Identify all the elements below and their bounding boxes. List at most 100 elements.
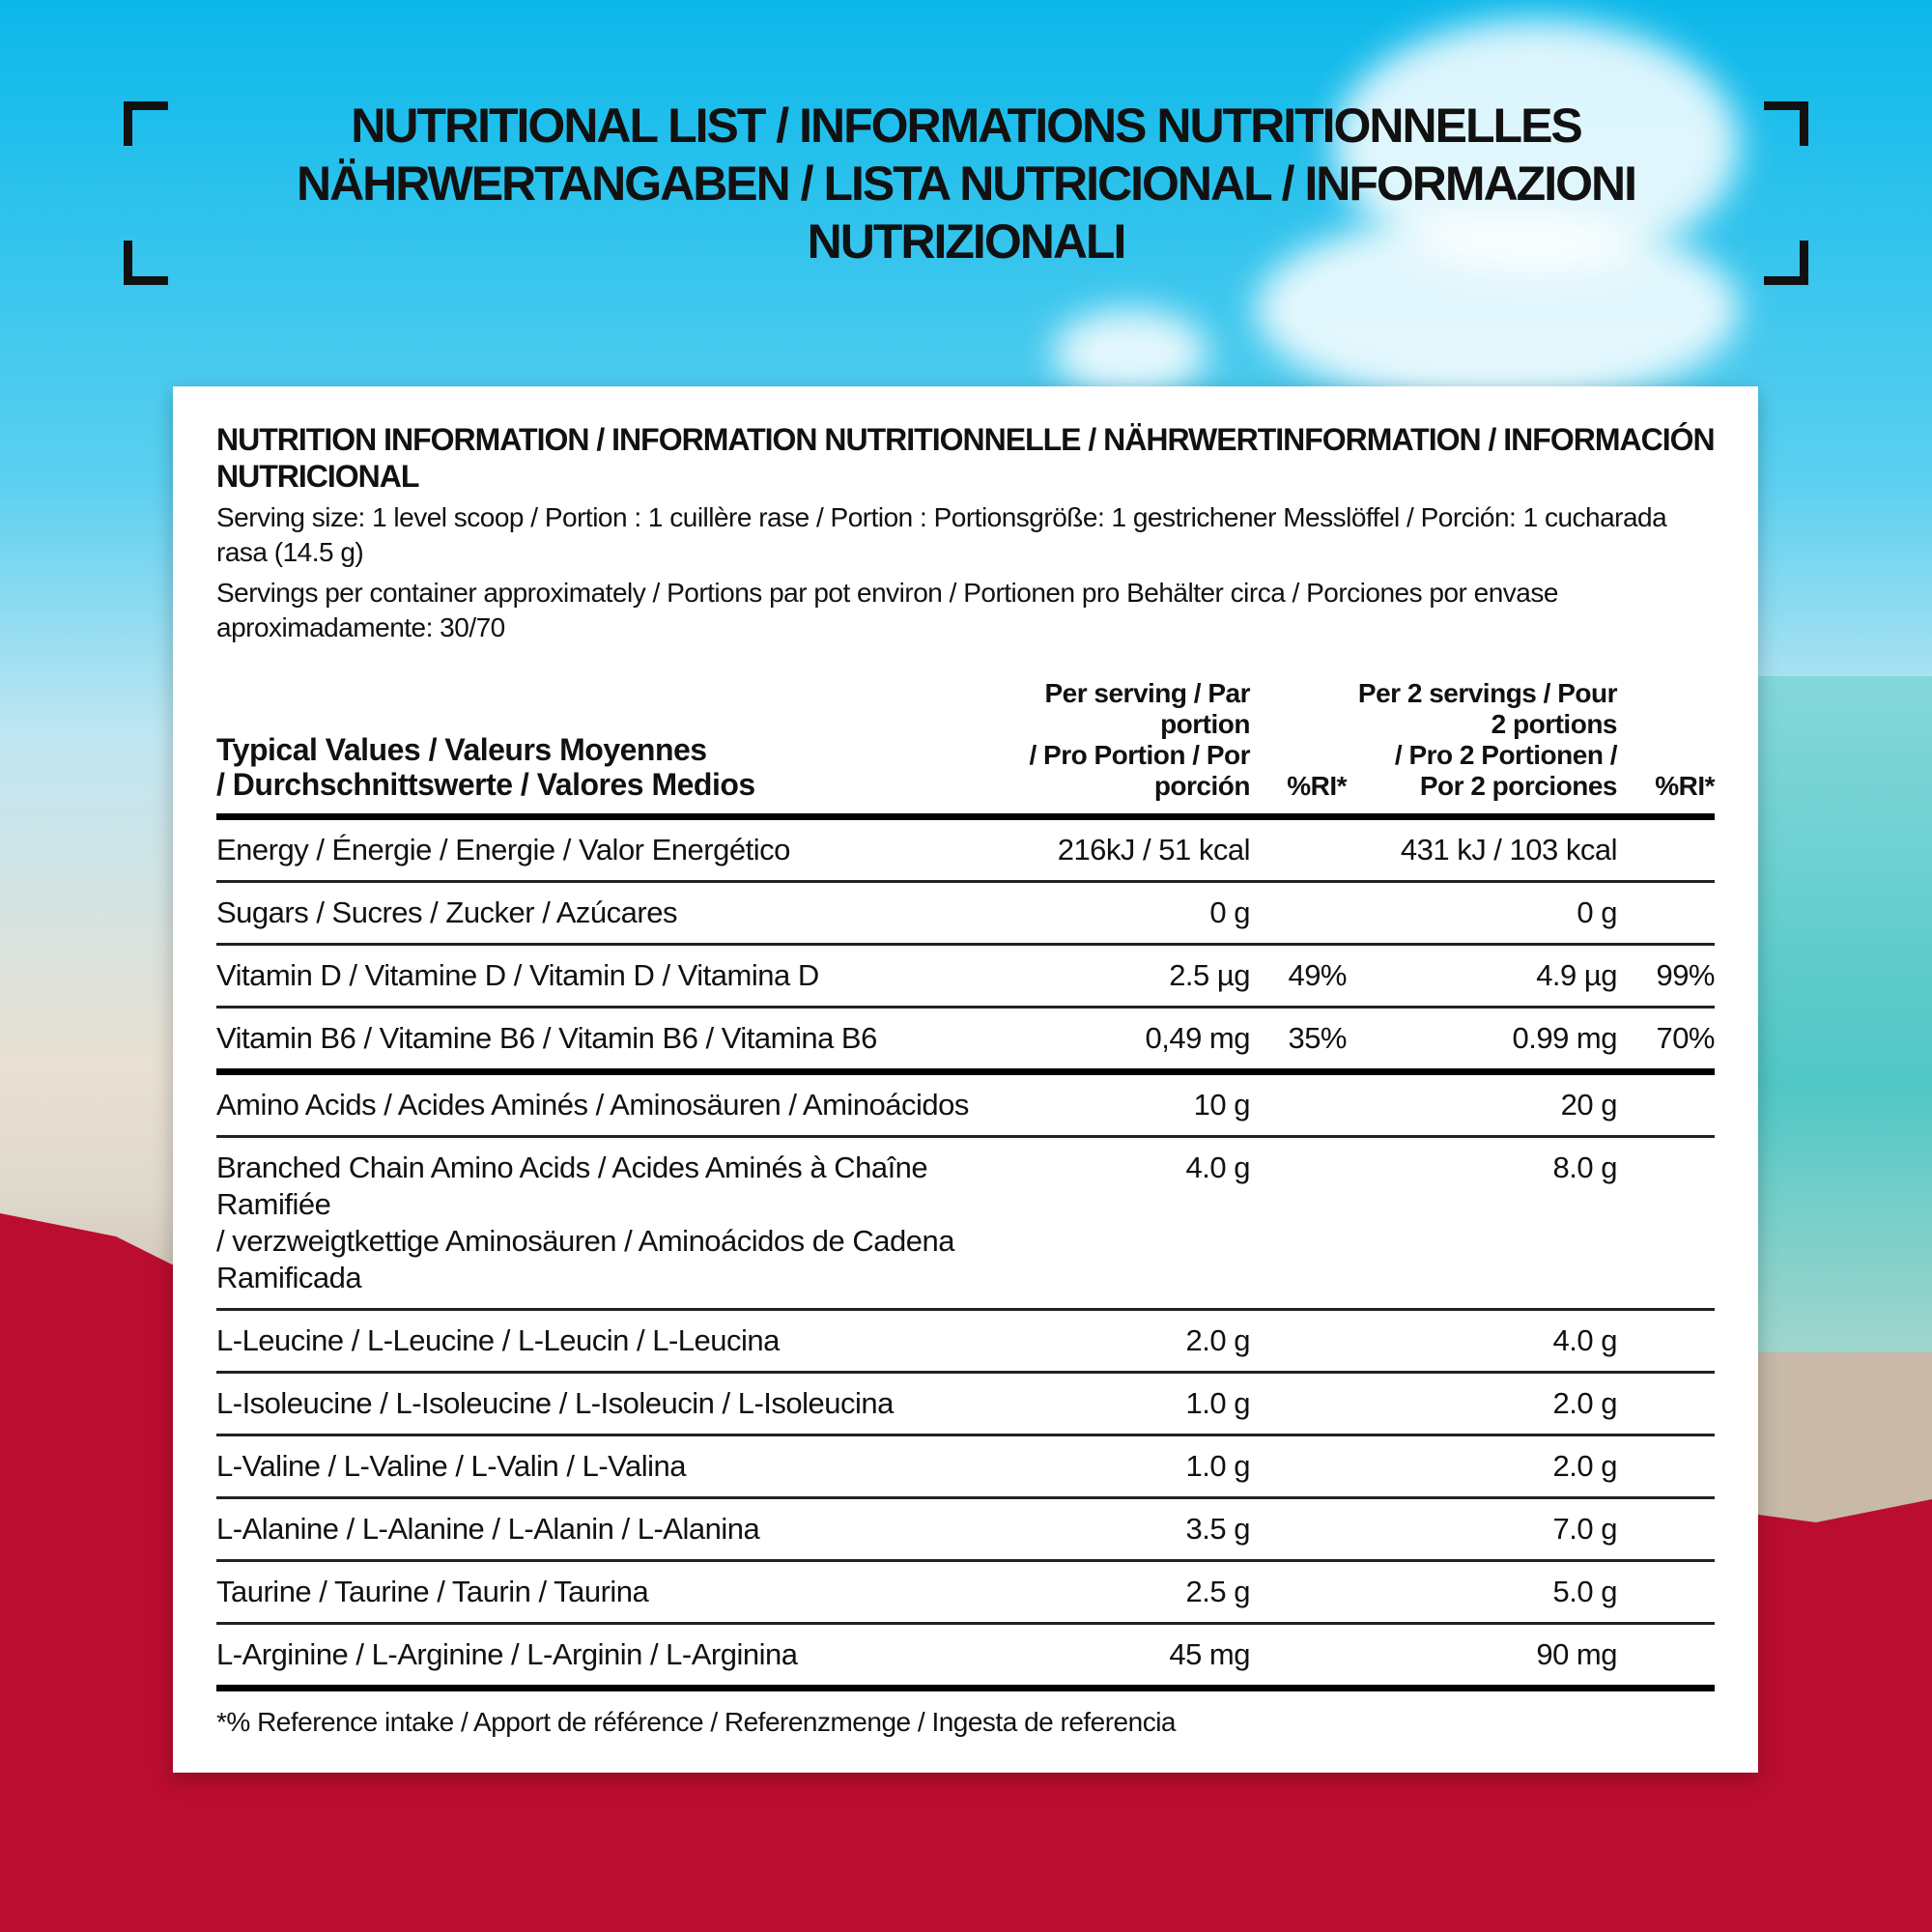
row-label: L-Alanine / L-Alanine / L-Alanin / L-Ala… [216,1497,1009,1562]
row-label-text: L-Alanine / L-Alanine / L-Alanin / L-Ala… [216,1512,760,1546]
row-ri [1250,881,1347,946]
row-ri-2 [1617,1071,1715,1138]
row-label-text: L-Valine / L-Valine / L-Valin / L-Valina [216,1449,687,1483]
corner-bracket-top-right [1764,101,1808,146]
row-per-2-servings: 4.0 g [1347,1309,1618,1374]
cloud [1256,213,1739,406]
row-label-text: Branched Chain Amino Acids / Acides Amin… [216,1151,928,1221]
table-row: Taurine / Taurine / Taurin / Taurina 2.5 … [216,1560,1715,1625]
row-per-2-servings: 20 g [1347,1071,1618,1138]
column-header-typical-values: Typical Values / Valeurs Moyennes / Durc… [216,678,1009,820]
row-per-2-servings-text: 4.0 g [1552,1323,1618,1357]
nutrition-card: NUTRITION INFORMATION / INFORMATION NUTR… [173,386,1758,1773]
column-header-ri-2: %RI* [1617,678,1716,820]
row-per-serving: 2.0 g [1009,1309,1251,1374]
corner-bracket-bottom-left [124,241,168,285]
row-per-serving: 3.5 g [1009,1497,1251,1562]
table-row: Energy / Énergie / Energie / Valor Energ… [216,816,1715,883]
row-per-serving-text: 1.0 g [1185,1386,1251,1420]
row-per-serving: 1.0 g [1009,1435,1251,1499]
row-per-serving-text: 45 mg [1169,1637,1250,1671]
table-row: Vitamin B6 / Vitamine B6 / Vitamin B6 / … [216,1007,1716,1075]
row-label: L-Arginine / L-Arginine / L-Arginin / L-… [216,1623,1009,1691]
row-per-serving-text: 2.5 µg [1169,958,1250,992]
table-row: Branched Chain Amino Acids / Acides Amin… [216,1136,1715,1311]
header-text: / Durchschnittswerte / Valores Medios [216,767,755,802]
row-ri-2 [1617,1309,1715,1374]
row-per-2-servings: 2.0 g [1347,1372,1618,1436]
header-text: / Pro 2 Portionen / Por 2 porciones [1394,740,1618,801]
row-per-2-servings: 5.0 g [1347,1560,1618,1625]
row-label: L-Leucine / L-Leucine / L-Leucin / L-Leu… [216,1309,1009,1374]
row-label-text: Energy / Énergie / Energie / Valor Energ… [216,833,790,867]
row-per-2-servings-text: 2.0 g [1552,1449,1618,1483]
page-title: NUTRITIONAL LIST / INFORMATIONS NUTRITIO… [193,97,1739,270]
row-per-serving-text: 3.5 g [1185,1512,1251,1546]
row-per-serving-text: 216kJ / 51 kcal [1057,833,1251,867]
table-row: L-Valine / L-Valine / L-Valin / L-Valina… [216,1435,1715,1499]
row-label: L-Valine / L-Valine / L-Valin / L-Valina [216,1435,1009,1499]
servings-per-container: Servings per container approximately / P… [216,578,1558,642]
row-ri-2-text: 99% [1656,958,1715,992]
row-label-text: L-Arginine / L-Arginine / L-Arginin / L-… [216,1637,798,1671]
table-row: Amino Acids / Acides Aminés / Aminosäure… [216,1071,1715,1138]
row-ri [1250,1623,1347,1691]
row-ri-2 [1617,1435,1715,1499]
row-ri-2 [1617,1497,1715,1562]
table-row: Sugars / Sucres / Zucker / Azúcares 0 g 0 … [216,881,1715,946]
row-ri-2 [1617,816,1715,883]
row-ri-2: 99% [1617,944,1716,1009]
row-per-2-servings: 7.0 g [1347,1497,1618,1562]
row-per-2-servings-text: 20 g [1560,1088,1618,1122]
footnote: *% Reference intake / Apport de référenc… [216,1707,1177,1737]
row-ri-2-text: 70% [1656,1021,1715,1055]
row-ri [1250,1372,1347,1436]
cloud [1053,309,1208,396]
table-row: L-Arginine / L-Arginine / L-Arginin / L-… [216,1623,1715,1691]
row-per-2-servings: 4.9 µg [1347,944,1618,1009]
row-per-serving-text: 4.0 g [1185,1151,1251,1184]
header-text: Per 2 servings / Pour 2 portions [1357,678,1618,739]
row-per-serving-text: 10 g [1193,1088,1251,1122]
row-per-serving: 2.5 µg [1009,944,1251,1009]
row-per-serving: 0,49 mg [1009,1007,1251,1075]
row-label-text: Sugars / Sucres / Zucker / Azúcares [216,895,677,929]
row-label: Branched Chain Amino Acids / Acides Amin… [216,1136,1009,1311]
row-per-2-servings-text: 7.0 g [1552,1512,1618,1546]
table-row: L-Isoleucine / L-Isoleucine / L-Isoleuci… [216,1372,1715,1436]
row-ri [1250,1136,1347,1311]
column-header-per-2-servings: Per 2 servings / Pour 2 portions / Pro 2… [1347,678,1618,820]
row-ri [1250,1071,1347,1138]
row-per-serving-text: 2.0 g [1185,1323,1251,1357]
row-per-2-servings: 0.99 mg [1347,1007,1618,1075]
nutrition-table: Typical Values / Valeurs Moyennes / Durc… [216,678,1716,1691]
row-label-text: Taurine / Taurine / Taurin / Taurina [216,1575,649,1608]
row-label: Vitamin B6 / Vitamine B6 / Vitamin B6 / … [216,1007,1009,1075]
header-text: Typical Values / Valeurs Moyennes [216,732,707,767]
row-per-serving-text: 0,49 mg [1145,1021,1250,1055]
row-label: Sugars / Sucres / Zucker / Azúcares [216,881,1009,946]
row-per-serving: 2.5 g [1009,1560,1251,1625]
row-ri-2 [1617,1372,1715,1436]
row-per-2-servings-text: 4.9 µg [1536,958,1617,992]
row-per-serving: 0 g [1009,881,1251,946]
row-per-serving: 45 mg [1009,1623,1251,1691]
row-ri-2: 70% [1617,1007,1716,1075]
row-ri [1250,816,1347,883]
row-per-2-servings-text: 2.0 g [1552,1386,1618,1420]
row-ri [1250,1560,1347,1625]
nutrition-heading: NUTRITION INFORMATION / INFORMATION NUTR… [216,422,1716,494]
row-ri-2 [1617,881,1715,946]
row-per-2-servings-text: 0 g [1577,895,1617,929]
row-ri-2 [1617,1623,1715,1691]
row-ri-text: 49% [1288,958,1347,992]
row-ri: 35% [1250,1007,1348,1075]
column-header-ri: %RI* [1250,678,1348,820]
title-line-2: NÄHRWERTANGABEN / LISTA NUTRICIONAL / IN… [296,156,1637,269]
row-per-2-servings: 431 kJ / 103 kcal [1347,816,1618,883]
corner-bracket-top-left [124,101,168,146]
row-ri [1250,1309,1347,1374]
row-per-2-servings: 2.0 g [1347,1435,1618,1499]
row-per-serving: 1.0 g [1009,1372,1251,1436]
header-text: / Pro Portion / Por porción [1029,740,1250,801]
